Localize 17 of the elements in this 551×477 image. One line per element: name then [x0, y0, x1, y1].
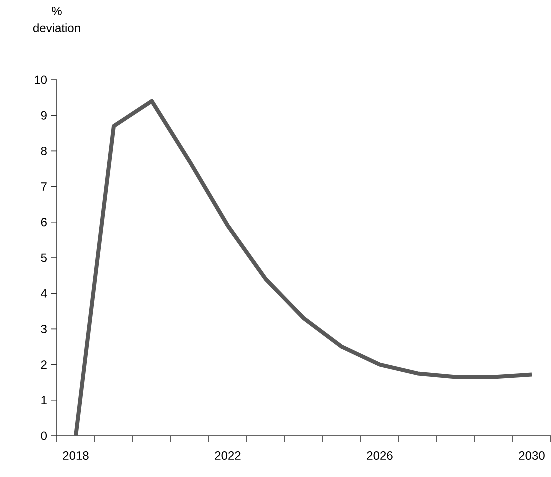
y-tick-label: 9: [41, 111, 47, 120]
y-tick-label: 4: [41, 289, 48, 298]
y-tick-label: 2: [41, 360, 47, 369]
x-tick-label: 2022: [215, 452, 241, 460]
y-tick-label: 3: [41, 324, 47, 334]
y-tick-label: 10: [35, 76, 48, 84]
y-axis-title: % deviation: [33, 7, 80, 32]
x-tick-label: 2030: [519, 452, 545, 460]
y-tick-label: 6: [41, 218, 47, 227]
y-tick-label: 7: [41, 182, 47, 191]
y-tick-label: 8: [41, 146, 47, 156]
x-tick-label: 2026: [367, 452, 393, 460]
y-tick-label: 0: [41, 432, 48, 440]
line-series: [74, 99, 534, 438]
y-tick-label: 5: [41, 254, 47, 262]
x-tick-label: 2018: [63, 452, 89, 460]
y-tick-label: 1: [42, 396, 47, 405]
